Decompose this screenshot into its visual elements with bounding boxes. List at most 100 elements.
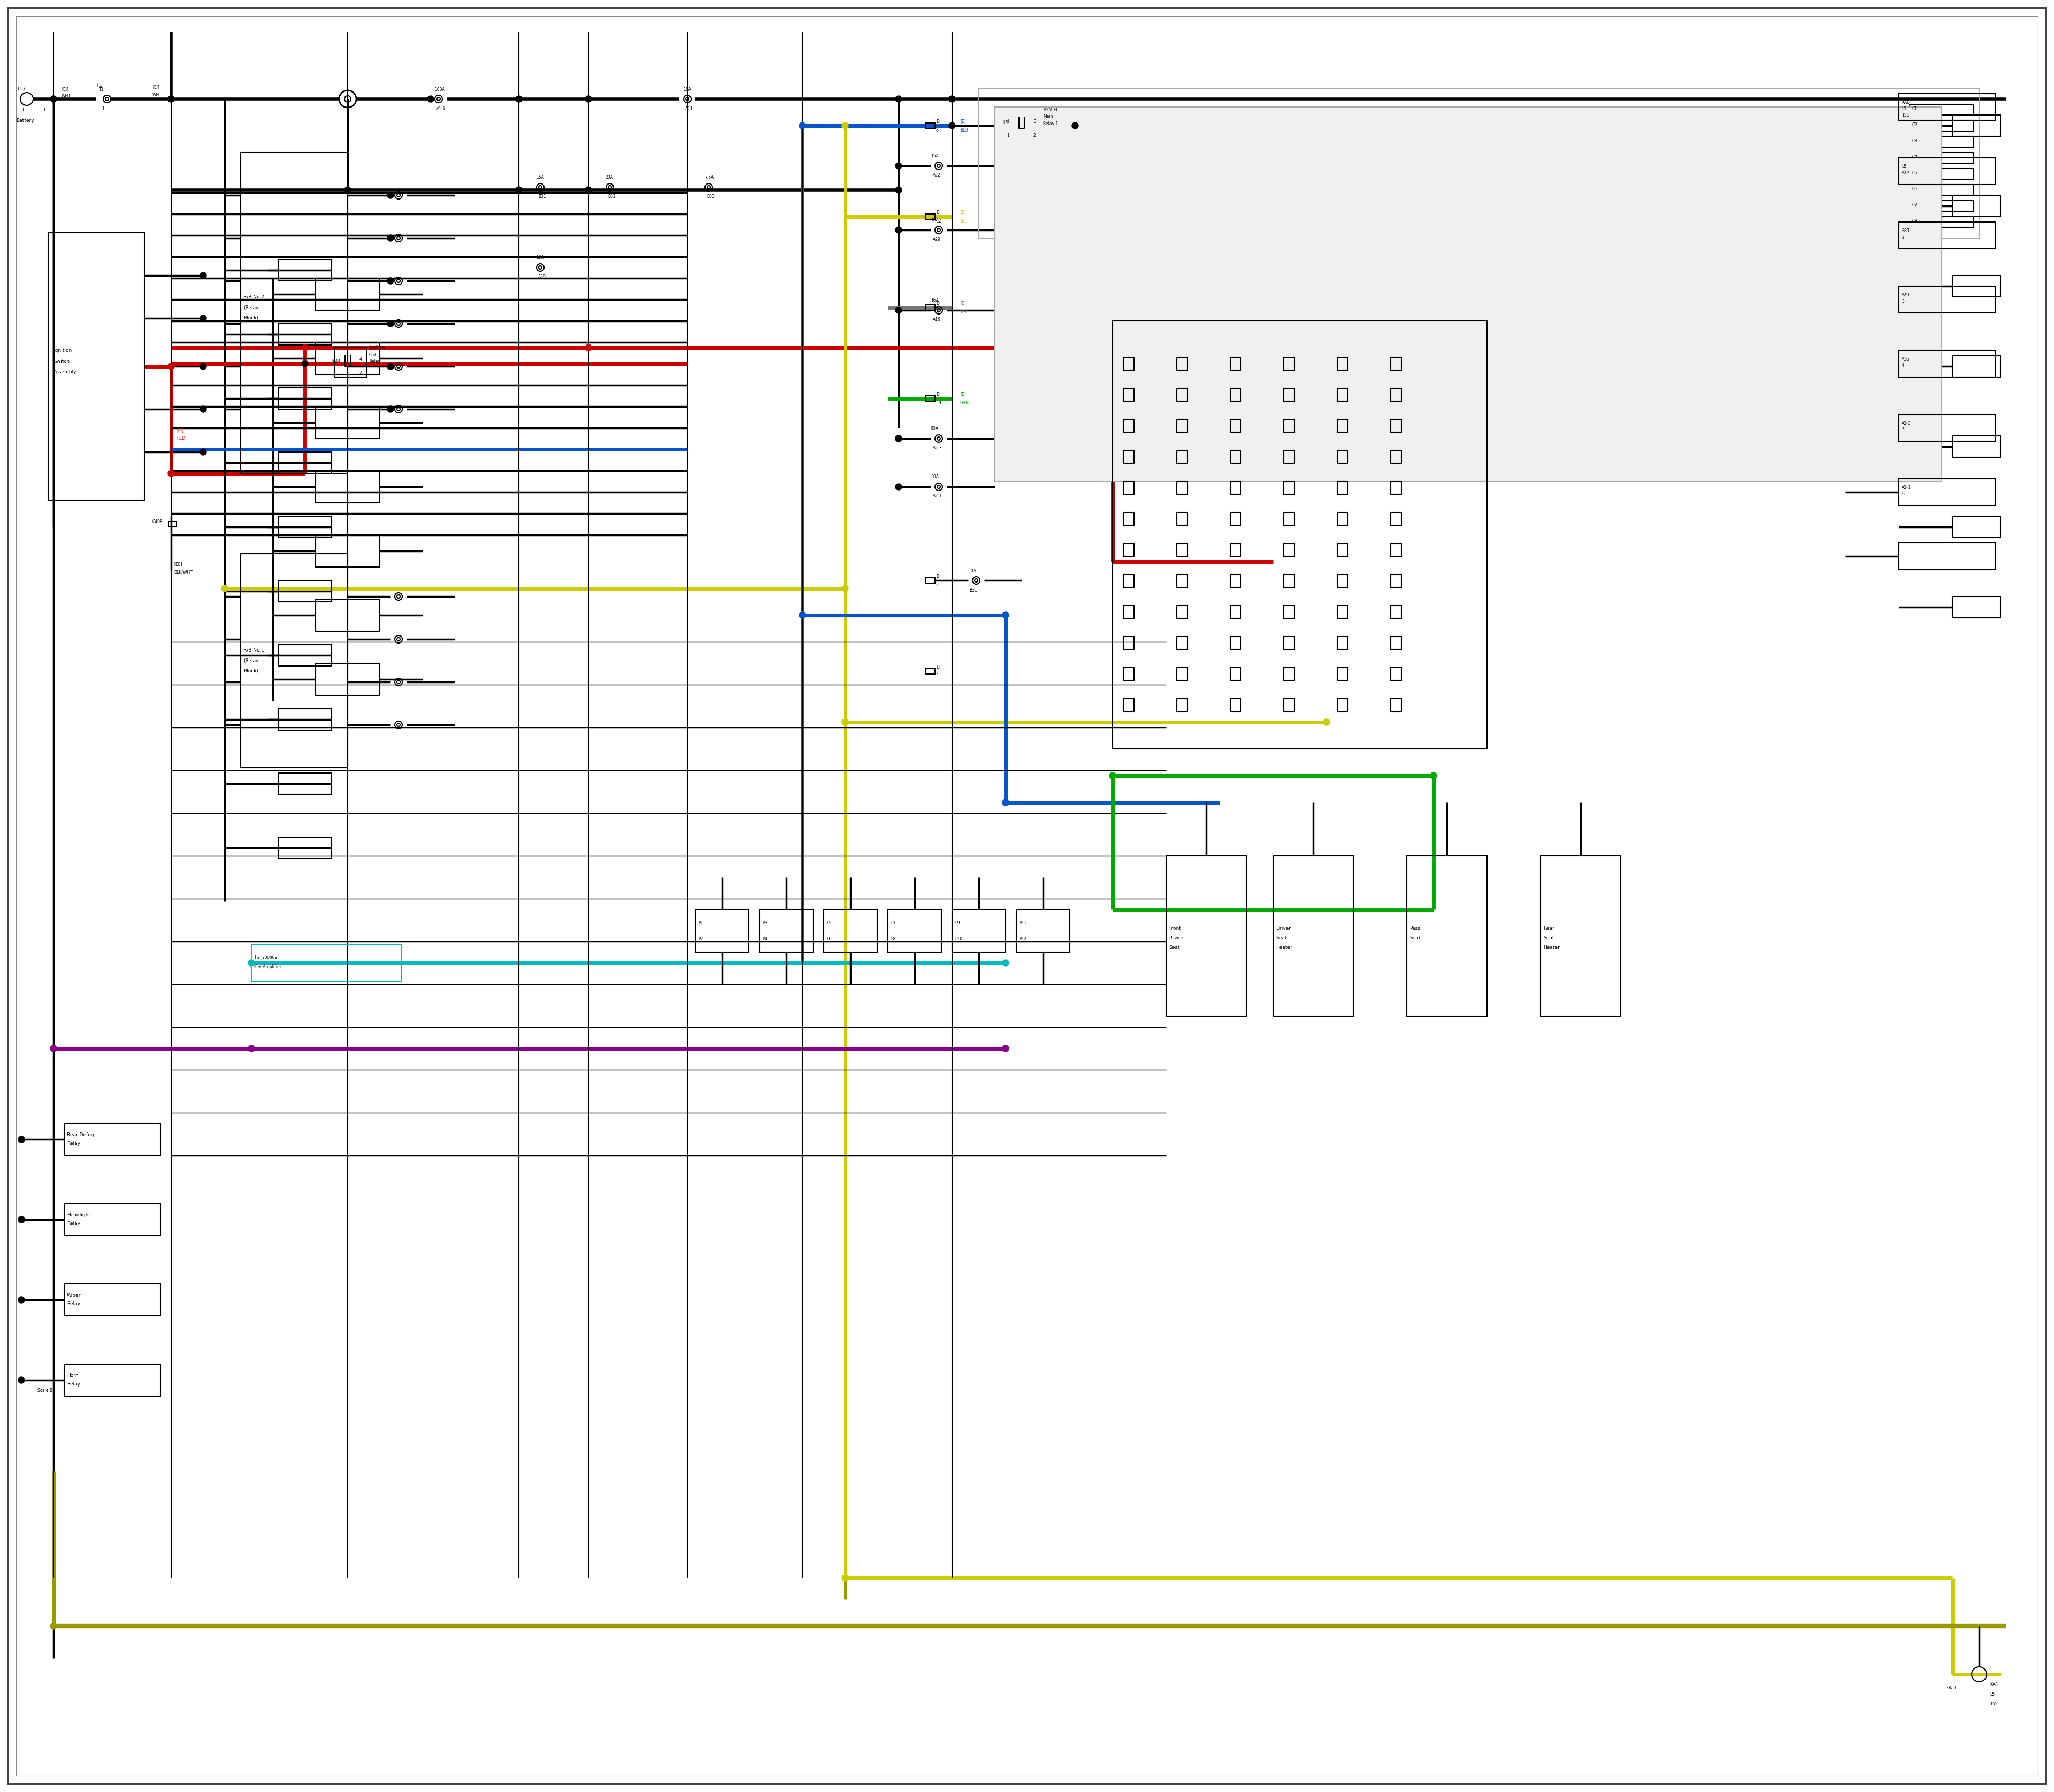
Circle shape (49, 1624, 58, 1629)
Text: D: D (937, 210, 939, 215)
Text: 1: 1 (21, 108, 25, 113)
Circle shape (842, 122, 848, 129)
Circle shape (388, 364, 394, 369)
Text: Block): Block) (242, 315, 259, 321)
Bar (316, 278, 380, 310)
Bar (1177, 543, 1187, 556)
Text: Block): Block) (242, 668, 259, 674)
Bar (1230, 482, 1241, 495)
Bar (277, 645, 331, 667)
Text: 7.5A: 7.5A (705, 176, 713, 179)
Text: Switch: Switch (53, 358, 70, 364)
Bar (1337, 636, 1347, 649)
Bar (1337, 419, 1347, 432)
Text: (+): (+) (16, 88, 25, 91)
Bar (277, 772, 331, 794)
Text: C1: C1 (1912, 106, 1918, 111)
Bar (277, 324, 331, 346)
Text: 4: 4 (359, 357, 362, 362)
Text: Relay: Relay (68, 1301, 80, 1306)
Text: PGM-FI: PGM-FI (1043, 108, 1058, 113)
Text: P9: P9 (955, 921, 959, 925)
Text: 155: 155 (1902, 113, 1910, 118)
Text: BLU: BLU (959, 127, 967, 133)
Text: Seat: Seat (1169, 944, 1179, 950)
Bar (1910, 120, 1974, 131)
Text: Heater: Heater (1543, 944, 1559, 950)
Circle shape (49, 95, 58, 102)
Text: 10A: 10A (930, 219, 939, 222)
Bar (240, 152, 347, 473)
Bar (1230, 575, 1241, 588)
Text: 16A: 16A (930, 297, 939, 303)
Bar (1284, 606, 1294, 618)
Text: BLK/WHT: BLK/WHT (175, 570, 193, 575)
Circle shape (199, 448, 207, 455)
Circle shape (168, 364, 175, 369)
Bar (316, 663, 380, 695)
Circle shape (49, 1045, 58, 1052)
Text: 1: 1 (1006, 133, 1009, 138)
Bar (1953, 195, 2001, 217)
Text: 3: 3 (1902, 299, 1904, 305)
Bar (1910, 152, 1974, 163)
Text: [EE]: [EE] (175, 563, 183, 566)
Text: WHT: WHT (62, 93, 72, 99)
Text: Relay: Relay (68, 1222, 80, 1226)
Bar (926, 396, 935, 401)
Bar (1898, 414, 1994, 441)
Bar (1391, 482, 1401, 495)
Text: C4: C4 (1912, 154, 1918, 159)
Text: A2-1: A2-1 (1902, 486, 1910, 491)
Bar (953, 909, 1006, 952)
Text: 1: 1 (43, 108, 45, 113)
Bar (1124, 450, 1134, 464)
Bar (1177, 357, 1187, 371)
Text: A21: A21 (686, 106, 692, 111)
Text: Key Amplifier: Key Amplifier (255, 964, 281, 969)
Bar (1337, 513, 1347, 525)
Bar (1230, 419, 1241, 432)
Text: GND: GND (1947, 1684, 1955, 1690)
Bar (1124, 636, 1134, 649)
Circle shape (896, 484, 902, 489)
Text: Relay 1: Relay 1 (1043, 122, 1058, 125)
Text: C3: C3 (1912, 138, 1918, 143)
Text: (Relay: (Relay (242, 658, 259, 663)
Text: Power: Power (1169, 935, 1183, 941)
Bar (64, 1364, 160, 1396)
Text: Transponder: Transponder (255, 955, 279, 961)
Text: 1: 1 (937, 674, 939, 677)
Bar (1284, 357, 1294, 371)
Bar (1337, 389, 1347, 401)
Text: [EI]: [EI] (62, 88, 68, 91)
Circle shape (388, 407, 394, 412)
Bar (1898, 158, 1994, 185)
Text: L5: L5 (1902, 108, 1906, 111)
Text: 60A: 60A (930, 426, 939, 432)
Circle shape (388, 321, 394, 326)
Bar (1284, 450, 1294, 464)
Text: Relay: Relay (68, 1382, 80, 1387)
Text: A2-3: A2-3 (933, 446, 943, 450)
Text: P7: P7 (891, 921, 896, 925)
Bar (316, 471, 380, 504)
Bar (1953, 115, 2001, 136)
Text: Rear Defog: Rear Defog (68, 1133, 94, 1138)
Text: Main: Main (1043, 115, 1054, 118)
Text: P8: P8 (891, 937, 896, 941)
Text: Relay: Relay (370, 358, 380, 364)
Text: GRN: GRN (959, 400, 969, 405)
Circle shape (199, 407, 207, 412)
Text: KA8: KA8 (1990, 1683, 1999, 1688)
Text: T1: T1 (99, 88, 105, 91)
Bar (1898, 222, 1994, 249)
Circle shape (18, 1297, 25, 1303)
Circle shape (896, 435, 902, 443)
Circle shape (302, 360, 308, 367)
Text: [E]: [E] (959, 301, 965, 306)
Text: 26: 26 (937, 310, 941, 314)
Bar (1910, 136, 1974, 147)
Bar (760, 909, 813, 952)
Circle shape (1109, 772, 1115, 780)
